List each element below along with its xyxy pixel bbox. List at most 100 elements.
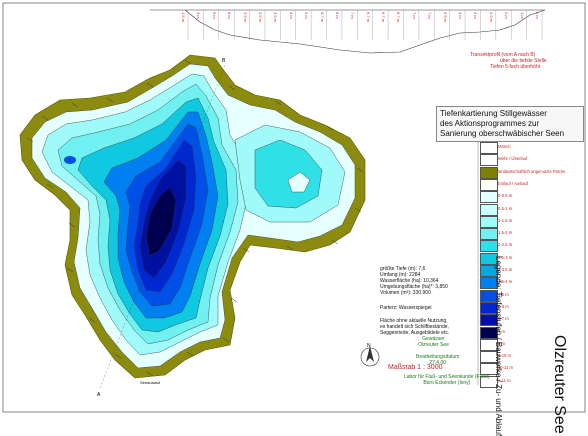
- legend-label: 2.5-3 m: [498, 254, 513, 260]
- transect-depth-label: 4 m: [458, 12, 464, 19]
- transect-note-2: über die tiefste Stelle: [500, 58, 547, 64]
- pegel-note: Parterz: Wasserspiegel: [380, 305, 432, 311]
- credit-date: 27.4.00: [429, 360, 447, 366]
- legend-label: 5-6 m: [498, 303, 509, 309]
- transect-depth-label: 6 m: [227, 12, 233, 19]
- legend-label: 3.5-4 m: [498, 279, 513, 285]
- legend-swatch: [480, 228, 498, 241]
- point-b-label: B: [222, 58, 226, 64]
- point-a-label: A: [97, 392, 101, 398]
- legend-swatch: [480, 191, 498, 204]
- transect-depth-label: 3 m: [196, 12, 202, 19]
- shore-arrow: [146, 82, 154, 88]
- transect-note-1: Transektprofil (vom A nach B): [470, 52, 536, 58]
- credit-buero: Büro Eckender (Isny): [423, 380, 471, 386]
- legend-label: 3-3.5 m: [498, 267, 513, 272]
- legend-label: 1-1.5 m: [498, 217, 513, 223]
- legend-swatch: [480, 203, 498, 216]
- transect-depth-label: 5.5 m: [442, 12, 448, 23]
- legend-swatch: [480, 142, 498, 154]
- legend-swatch: [480, 289, 498, 302]
- transect-depth-label: 3 m: [473, 12, 479, 19]
- legend-label: 4-5 m: [498, 291, 509, 297]
- shore-arrow: [222, 337, 230, 343]
- stat-line: größte Tiefe (m): 7,6: [380, 266, 426, 272]
- transect-depth-label: 5.7 m: [319, 12, 325, 23]
- transect-depth-label: 6.7 m: [381, 12, 387, 23]
- title-line-3: Sanierung oberschwäbischer Seen: [440, 129, 565, 138]
- stat-line: Umgebungsfläche (ha)*: 3,850: [380, 284, 448, 290]
- shore-arrow: [46, 183, 54, 189]
- shore-arrow: [184, 59, 192, 65]
- shore-arrow: [71, 102, 79, 108]
- credit-labor: Labor für Fluß- und Seenkunde (Fürst) Bü…: [404, 374, 490, 386]
- legend-swatch: [480, 277, 498, 290]
- legend-label: Einlauf / Auslauf: [498, 180, 529, 186]
- legend-label: > 11 m: [498, 377, 511, 383]
- shore-arrow: [106, 97, 114, 103]
- shore-arrow: [66, 267, 74, 273]
- shore-arrow: [186, 351, 194, 357]
- legend-label: 0.5-1 m: [498, 205, 513, 211]
- transect-depth-label: 2.5 m: [488, 12, 494, 23]
- shore-arrow: [88, 317, 96, 323]
- transect-depth-label: 1 m: [519, 12, 525, 19]
- map-scale: Maßstab 1 : 3000: [388, 364, 443, 371]
- shore-arrow: [326, 125, 334, 131]
- credit-lake-short: Olzreuter See: [418, 342, 449, 348]
- stat-line: Volumen (m³): 330.900: [380, 290, 431, 296]
- north-arrow: [360, 346, 380, 367]
- legend-label: 6-7 m: [498, 316, 509, 322]
- legend-label: 1.5-2 m: [498, 230, 513, 236]
- lake-depth-map: [2, 2, 586, 413]
- transect-depth-label: 2 m: [504, 12, 510, 19]
- legend-swatch: [480, 265, 498, 277]
- transect-depth-label: 7 m: [427, 12, 433, 19]
- legend-swatch: [480, 326, 498, 339]
- legend-swatch: [480, 314, 498, 327]
- stat-line: Wasserfläche (ha): 10,364: [380, 278, 439, 284]
- transect-profile: [150, 9, 546, 54]
- inflow-label: Seeauslauf: [140, 380, 161, 385]
- transect-depth-label: 6.7 m: [396, 12, 402, 23]
- legend-label: Wehr / Überlauf: [498, 156, 528, 162]
- legend-label: Mönch: [498, 144, 511, 149]
- title-line-2: des Aktionsprogrammes zur: [440, 119, 540, 128]
- transect-depth-label: 3.5 m: [273, 12, 279, 23]
- transect-depth-label: 7 m: [411, 12, 417, 19]
- transect-depth-label: 6.7 m: [365, 12, 371, 23]
- legend-label: 10-11 m: [498, 365, 514, 371]
- shore-arrow: [286, 245, 294, 251]
- legend-swatch: [480, 240, 498, 253]
- north-label: N: [367, 343, 371, 349]
- legend-swatch: [480, 363, 498, 376]
- legend-swatch: [480, 178, 498, 191]
- legend-swatch: [480, 252, 498, 265]
- lake-name: Olzreuter See: [551, 335, 568, 434]
- legend-swatch: [480, 375, 498, 388]
- shore-arrow: [26, 137, 34, 143]
- transect-depth-label: 1.5 m: [181, 12, 186, 23]
- map-title-box: Tiefenkartierung Stillgewässer des Aktio…: [436, 106, 584, 142]
- legend-swatch: [480, 301, 498, 314]
- legend-swatch: [480, 351, 498, 364]
- legend-label: 7 m: [498, 328, 505, 334]
- nutzung-line: Fläche ohne aktuelle Nutzung,: [380, 318, 448, 324]
- legend-label: 2-2.5 m: [498, 242, 513, 248]
- shore-arrow: [230, 297, 238, 303]
- transect-depth-label: 3.5 m: [242, 12, 248, 23]
- shore-arrow: [274, 100, 282, 106]
- transect-depth-label: 4 m: [288, 12, 294, 19]
- legend-swatch: [480, 338, 498, 351]
- shore-arrow: [228, 85, 236, 91]
- lake-statistics: größte Tiefe (m): 7,6 Umfang (m): 2284 W…: [380, 266, 460, 296]
- shore-arrow: [354, 207, 362, 213]
- shore-arrow: [41, 115, 49, 121]
- stat-line: Umfang (m): 2284: [380, 272, 421, 278]
- title-line-1: Tiefenkartierung Stillgewässer: [440, 109, 547, 118]
- transect-note-3: Tiefen 5-fach überhöht: [490, 64, 541, 70]
- nutzung-line: Seggenriede, Ausgebildete etc.: [380, 330, 450, 336]
- shore-arrow: [356, 167, 364, 173]
- nutzung-note: Fläche ohne aktuelle Nutzung, es handelt…: [380, 318, 462, 336]
- shore-arrow: [146, 371, 154, 377]
